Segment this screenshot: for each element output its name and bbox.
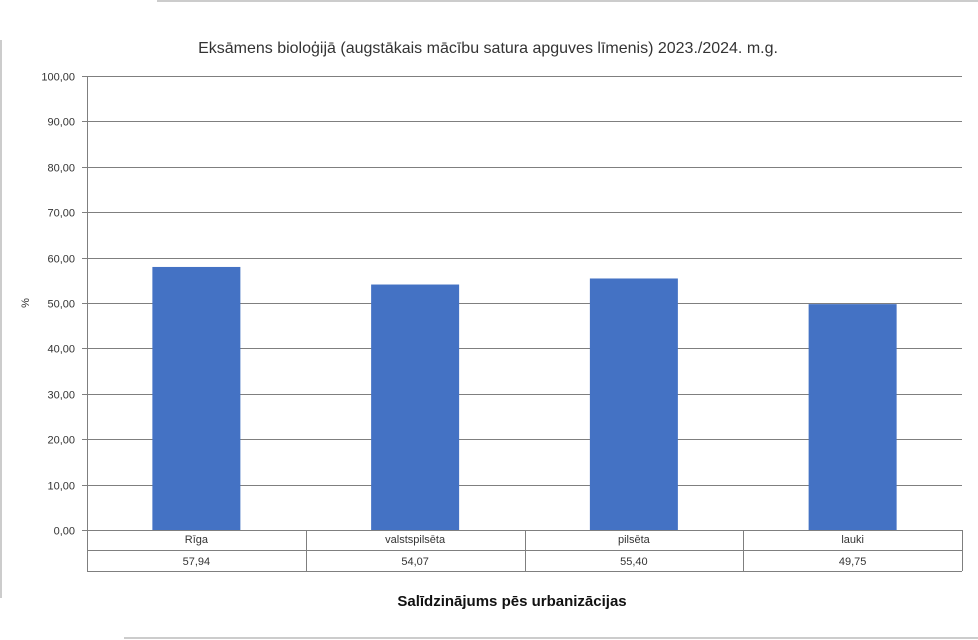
- y-tick-label: 30,00: [47, 390, 75, 402]
- bar: [371, 284, 460, 530]
- y-tick-label: 0,00: [54, 526, 75, 538]
- y-tick-label: 50,00: [47, 299, 75, 311]
- y-tick-label: 70,00: [47, 208, 75, 220]
- y-axis-label: %: [20, 298, 32, 308]
- data-table: Rīga 57,94 valstspilsēta 54,07 pilsēta 55,40 l…: [87, 530, 963, 572]
- data-label: 54,07: [401, 556, 429, 568]
- y-tick-label: 60,00: [47, 254, 75, 266]
- category-label: Rīga: [185, 534, 209, 546]
- data-label: 55,40: [620, 556, 648, 568]
- bar: [808, 304, 897, 530]
- category-label: pilsēta: [618, 534, 651, 546]
- data-label: 49,75: [839, 556, 867, 568]
- y-tick-label: 100,00: [41, 72, 75, 84]
- y-tick-label: 10,00: [47, 481, 75, 493]
- y-tick-label: 80,00: [47, 163, 75, 175]
- data-label: 57,94: [183, 556, 211, 568]
- y-tick-label: 90,00: [47, 117, 75, 129]
- category-label: lauki: [841, 534, 864, 546]
- bar: [152, 266, 241, 530]
- category-label: valstspilsēta: [385, 534, 446, 546]
- bar: [589, 278, 678, 530]
- y-tick-labels: 0,00 10,00 20,00 30,00 40,00 50,00 60,00 70,00 8…: [41, 72, 75, 538]
- y-tick-label: 40,00: [47, 344, 75, 356]
- bars: [152, 266, 897, 530]
- x-axis-label: Salīdzinājums pēs urbanizācijas: [397, 593, 626, 610]
- y-tick-label: 20,00: [47, 435, 75, 447]
- chart-title: Eksāmens bioloģijā (augstākais mācību sa…: [198, 39, 778, 57]
